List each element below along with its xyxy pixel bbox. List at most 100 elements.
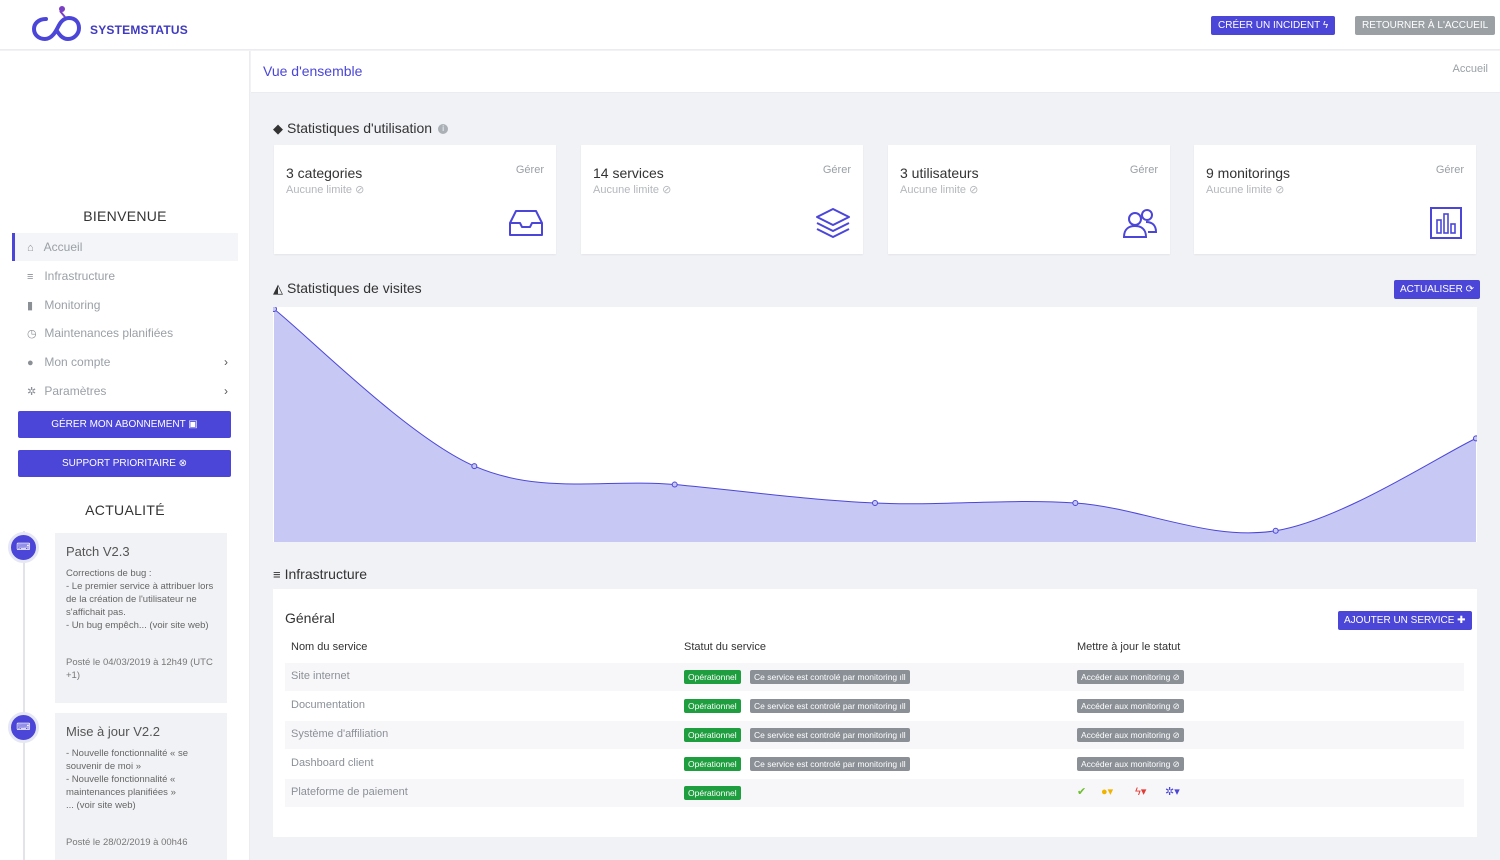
visits-chart-svg — [271, 306, 1479, 542]
status-badge: Opérationnel — [684, 786, 741, 800]
stat-limit: Aucune limite ⊘ — [593, 184, 672, 196]
manage-link[interactable]: Gérer — [822, 164, 851, 176]
manage-subscription-button[interactable]: GÉRER MON ABONNEMENT ▣ — [18, 411, 231, 438]
sidebar-item-monitoring[interactable]: ▮ Monitoring — [12, 291, 238, 319]
chevron-right-icon: › — [224, 384, 228, 398]
monitoring-badge: Ce service est controlé par monitoring ı… — [750, 728, 910, 742]
visits-section-title: ◭ Statistiques de visites — [273, 280, 422, 297]
signal-icon: ▮ — [27, 300, 34, 312]
priority-support-button[interactable]: SUPPORT PRIORITAIRE ⊗ — [18, 450, 231, 477]
news-item[interactable]: Mise à jour V2.2 - Nouvelle fonctionnali… — [55, 713, 227, 860]
access-monitoring-button[interactable]: Accéder aux monitoring ⊘ — [1077, 728, 1184, 742]
sidebar-item-infrastructure[interactable]: ≡ Infrastructure — [12, 262, 238, 290]
access-monitoring-button[interactable]: Accéder aux monitoring ⊘ — [1077, 757, 1184, 771]
gears-icon: ✲ — [27, 386, 37, 398]
visits-point[interactable] — [471, 463, 478, 470]
sidebar-item-label: Monitoring — [44, 298, 101, 312]
sidebar-item-parametres[interactable]: ✲ Paramètres › — [12, 377, 238, 405]
access-monitoring-button[interactable]: Accéder aux monitoring ⊘ — [1077, 699, 1184, 713]
news-body: Corrections de bug : - Le premier servic… — [66, 568, 214, 631]
access-monitoring-button[interactable]: Accéder aux monitoring ⊘ — [1077, 670, 1184, 684]
visits-point[interactable] — [1072, 500, 1079, 507]
stat-limit: Aucune limite ⊘ — [900, 184, 979, 196]
stat-limit: Aucune limite ⊘ — [286, 184, 365, 196]
sidebar-item-label: Maintenances planifiées — [44, 326, 174, 340]
manage-link[interactable]: Gérer — [1129, 164, 1158, 176]
column-header: Statut du service — [684, 641, 766, 653]
monitoring-badge: Ce service est controlé par monitoring ı… — [750, 670, 910, 684]
news-heading: ACTUALITÉ — [85, 502, 165, 518]
infrastructure-panel: Général AJOUTER UN SERVICE ✚ Nom du serv… — [273, 589, 1477, 837]
server-icon: ≡ — [27, 271, 34, 283]
sidebar-item-label: Accueil — [43, 240, 83, 254]
bar-chart-icon — [1430, 207, 1462, 239]
refresh-button[interactable]: ACTUALISER ⟳ — [1394, 280, 1480, 299]
logo-icon[interactable] — [32, 5, 82, 43]
table-row: Site internet Opérationnel Ce service es… — [285, 663, 1464, 691]
home-icon: ⌂ — [27, 242, 34, 254]
sidebar: BIENVENUE ⌂ Accueil ≡ Infrastructure ▮ M… — [0, 51, 250, 860]
news-posted: Posté le 28/02/2019 à 00h46 — [66, 837, 188, 848]
monitoring-badge: Ce service est controlé par monitoring ı… — [750, 699, 910, 713]
table-row: Plateforme de paiement Opérationnel ✔ ●▾… — [285, 779, 1464, 807]
visits-chart — [271, 306, 1479, 542]
visits-title-text: Statistiques de visites — [287, 280, 422, 296]
visits-area — [274, 309, 1476, 542]
sidebar-item-accueil[interactable]: ⌂ Accueil — [12, 233, 238, 261]
visits-point[interactable] — [671, 481, 678, 488]
stat-card-users: 3 utilisateurs Aucune limite ⊘ Gérer — [888, 145, 1170, 254]
service-name: Dashboard client — [291, 757, 374, 769]
clock-icon: ◷ — [27, 328, 37, 340]
service-name: Plateforme de paiement — [291, 786, 408, 798]
visits-point[interactable] — [1272, 527, 1279, 534]
layers-icon — [816, 208, 850, 238]
stat-count: 14 services — [593, 165, 664, 181]
sidebar-item-mon-compte[interactable]: ● Mon compte › — [12, 348, 238, 376]
sidebar-item-maintenances[interactable]: ◷ Maintenances planifiées — [12, 319, 238, 347]
visits-point[interactable] — [1473, 435, 1479, 442]
stat-count: 3 utilisateurs — [900, 165, 979, 181]
add-service-button[interactable]: AJOUTER UN SERVICE ✚ — [1338, 611, 1472, 630]
sidebar-item-label: Mon compte — [44, 355, 111, 369]
group-title: Général — [285, 610, 335, 626]
service-name: Site internet — [291, 670, 350, 682]
manage-link[interactable]: Gérer — [515, 164, 544, 176]
stat-card-services: 14 services Aucune limite ⊘ Gérer — [581, 145, 863, 254]
stat-card-monitorings: 9 monitorings Aucune limite ⊘ Gérer — [1194, 145, 1476, 254]
service-name: Documentation — [291, 699, 365, 711]
keyboard-icon: ⌨ — [8, 712, 39, 743]
breadcrumb[interactable]: Accueil — [1452, 63, 1488, 75]
manage-link[interactable]: Gérer — [1435, 164, 1464, 176]
news-item[interactable]: Patch V2.3 Corrections de bug : - Le pre… — [55, 533, 227, 703]
status-badge: Opérationnel — [684, 757, 741, 771]
check-icon[interactable]: ✔ — [1077, 786, 1087, 798]
status-badge: Opérationnel — [684, 670, 741, 684]
stat-count: 9 monitorings — [1206, 165, 1291, 181]
visits-point[interactable] — [872, 500, 878, 507]
service-name: Système d'affiliation — [291, 728, 389, 740]
news-body: - Nouvelle fonctionnalité « se souvenir … — [66, 748, 188, 811]
infrastructure-section-title: ≡ Infrastructure — [273, 566, 367, 582]
page-title: Vue d'ensemble — [263, 63, 363, 79]
create-incident-button[interactable]: CRÉER UN INCIDENT ϟ — [1211, 16, 1336, 35]
stat-card-categories: 3 categories Aucune limite ⊘ Gérer — [274, 145, 556, 254]
bolt-dropdown-icon[interactable]: ϟ▾ — [1135, 786, 1147, 798]
sidebar-item-label: Paramètres — [44, 384, 107, 398]
usage-section-title: ◆ Statistiques d'utilisation i — [273, 120, 449, 137]
info-icon[interactable]: i — [438, 124, 449, 135]
back-home-button[interactable]: RETOURNER À L'ACCUEIL — [1355, 16, 1496, 35]
gears-dropdown-icon[interactable]: ✲▾ — [1165, 786, 1180, 798]
news-title: Patch V2.3 — [66, 544, 130, 559]
user-circle-icon: ● — [27, 357, 34, 369]
news-posted: Posté le 04/03/2019 à 12h49 (UTC +1) — [66, 657, 213, 681]
stat-count: 3 categories — [286, 165, 363, 181]
status-badge: Opérationnel — [684, 699, 741, 713]
warning-dropdown-icon[interactable]: ●▾ — [1101, 786, 1114, 798]
brand-name[interactable]: SYSTEMSTATUS — [90, 23, 188, 37]
stat-limit: Aucune limite ⊘ — [1206, 184, 1285, 196]
inbox-icon — [509, 210, 543, 236]
usage-title-text: Statistiques d'utilisation — [287, 120, 433, 136]
visits-point[interactable] — [271, 306, 277, 312]
table-row: Documentation Opérationnel Ce service es… — [285, 692, 1464, 720]
keyboard-icon: ⌨ — [8, 532, 39, 563]
